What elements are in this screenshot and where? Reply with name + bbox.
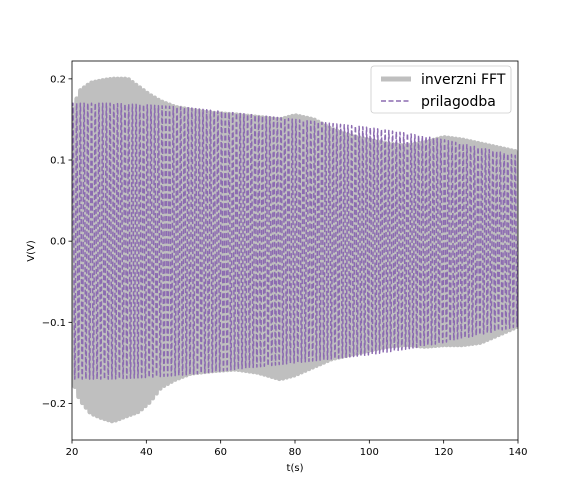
x-tick-label: 20	[66, 447, 79, 458]
x-tick-label: 140	[508, 447, 527, 458]
x-tick-label: 100	[360, 447, 379, 458]
x-axis: 20 40 60 80 100 120 140	[66, 440, 528, 458]
y-tick-label: −0.2	[42, 399, 66, 410]
legend-label-inverzni-fft: inverzni FFT	[421, 72, 506, 88]
x-tick-label: 80	[289, 447, 302, 458]
x-tick-label: 120	[434, 447, 453, 458]
series-layer	[72, 76, 518, 424]
x-axis-label: t(s)	[287, 463, 304, 474]
legend: inverzni FFT prilagodba	[370, 65, 512, 114]
y-axis: −0.2 −0.1 0.0 0.1 0.2	[42, 74, 72, 410]
y-tick-label: 0.2	[50, 74, 66, 85]
y-tick-label: −0.1	[42, 318, 66, 329]
y-tick-label: 0.1	[50, 156, 66, 167]
y-tick-label: 0.0	[50, 237, 66, 248]
x-tick-label: 40	[140, 447, 153, 458]
legend-label-prilagodba: prilagodba	[421, 94, 496, 110]
series-line-prilagodba	[72, 102, 518, 380]
x-tick-label: 60	[214, 447, 227, 458]
y-axis-label: V(V)	[26, 240, 37, 262]
